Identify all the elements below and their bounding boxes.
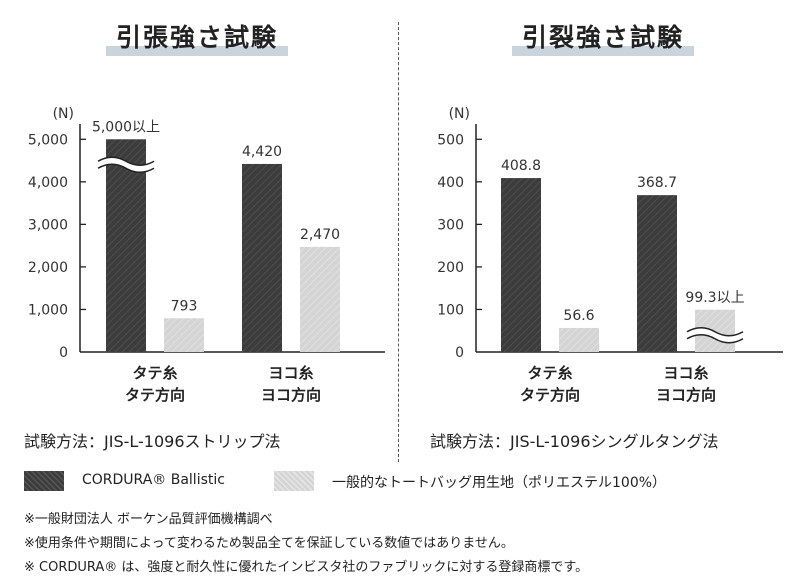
category-label: タテ糸: [132, 364, 177, 382]
title-highlight: [106, 46, 288, 56]
category-label: タテ糸: [527, 364, 572, 382]
data-label: 793: [171, 298, 198, 314]
chart-title-text: 引張強さ試験: [115, 23, 278, 52]
data-label: 2,470: [300, 227, 340, 243]
tear-chart: (N) 0 100 200 300 400 500 408.8 368.7 56.6 99.3以上タ…: [437, 106, 783, 404]
y-tick-label: 0: [59, 345, 68, 361]
tensile-chart: (N) 0 1,000 2,000 3,000 4,000 5,000 5,000以上 4,42…: [28, 106, 385, 404]
footnote: ※ CORDURA® は、強度と耐久性に優れたインビスタ社のファブリックに対する…: [24, 560, 589, 575]
axis-break-line: [97, 156, 155, 167]
chart-title-tensile: 引張強さ試験: [106, 18, 288, 58]
test-method-tensile: 試験方法：JIS-L-1096ストリップ法: [24, 432, 281, 451]
legend-label-polyester: 一般的なトートバッグ用生地（ポリエステル100%）: [332, 475, 667, 491]
footnote: ※一般財団法人 ボーケン品質評価機構調べ: [24, 512, 273, 527]
y-tick-label: 5,000: [28, 132, 68, 148]
bar-cordura: [242, 163, 282, 352]
y-tick-label: 300: [437, 217, 464, 233]
axis-break-line: [686, 327, 744, 337]
chart-title-text: 引裂強さ試験: [521, 23, 684, 52]
y-tick-label: 3,000: [28, 217, 68, 233]
bar-cordura: [501, 178, 541, 352]
category-label: ヨコ方向: [261, 386, 321, 404]
category-label: ヨコ糸: [268, 364, 313, 382]
title-highlight: [512, 46, 694, 56]
bar-polyester: [559, 327, 599, 352]
data-label: 56.6: [563, 308, 594, 324]
y-tick-label: 0: [455, 345, 464, 361]
axis-break-line: [686, 334, 744, 344]
y-axis-unit: (N): [53, 106, 74, 122]
axis-break-line: [97, 163, 155, 174]
category-label: タテ方向: [125, 386, 185, 404]
chart-title-tear: 引裂強さ試験: [512, 18, 694, 58]
y-tick-label: 200: [437, 260, 464, 276]
legend-swatch-polyester: [274, 471, 314, 491]
category-label: ヨコ方向: [656, 386, 716, 404]
data-label: 5,000以上: [92, 119, 160, 135]
panel-divider: [398, 22, 399, 462]
y-tick-label: 100: [437, 302, 464, 318]
data-label: 4,420: [242, 144, 282, 160]
axis-break-band: [98, 157, 154, 173]
legend-label-cordura: CORDURA® Ballistic: [82, 472, 225, 488]
y-tick-label: 1,000: [28, 302, 68, 318]
bar-cordura: [106, 139, 146, 352]
data-label: 368.7: [637, 175, 677, 191]
y-axis-unit: (N): [449, 106, 470, 122]
bar-polyester: [164, 318, 204, 352]
axis-break-band: [687, 327, 743, 343]
bar-polyester: [300, 246, 340, 352]
bar-cordura: [637, 195, 677, 352]
data-label: 408.8: [501, 158, 541, 174]
y-tick-label: 2,000: [28, 260, 68, 276]
category-label: ヨコ糸: [663, 364, 708, 382]
footnote: ※使用条件や期間によって変わるため製品全てを保証している数値ではありません。: [24, 536, 514, 551]
test-method-tear: 試験方法：JIS-L-1096シングルタング法: [430, 432, 719, 451]
y-tick-label: 4,000: [28, 175, 68, 191]
y-tick-label: 400: [437, 175, 464, 191]
data-label: 99.3以上: [685, 290, 744, 306]
y-tick-label: 500: [437, 132, 464, 148]
category-label: タテ方向: [520, 386, 580, 404]
legend-swatch-cordura: [24, 471, 64, 491]
bar-charts: (N) 0 1,000 2,000 3,000 4,000 5,000 5,000以上 4,42…: [28, 106, 783, 404]
